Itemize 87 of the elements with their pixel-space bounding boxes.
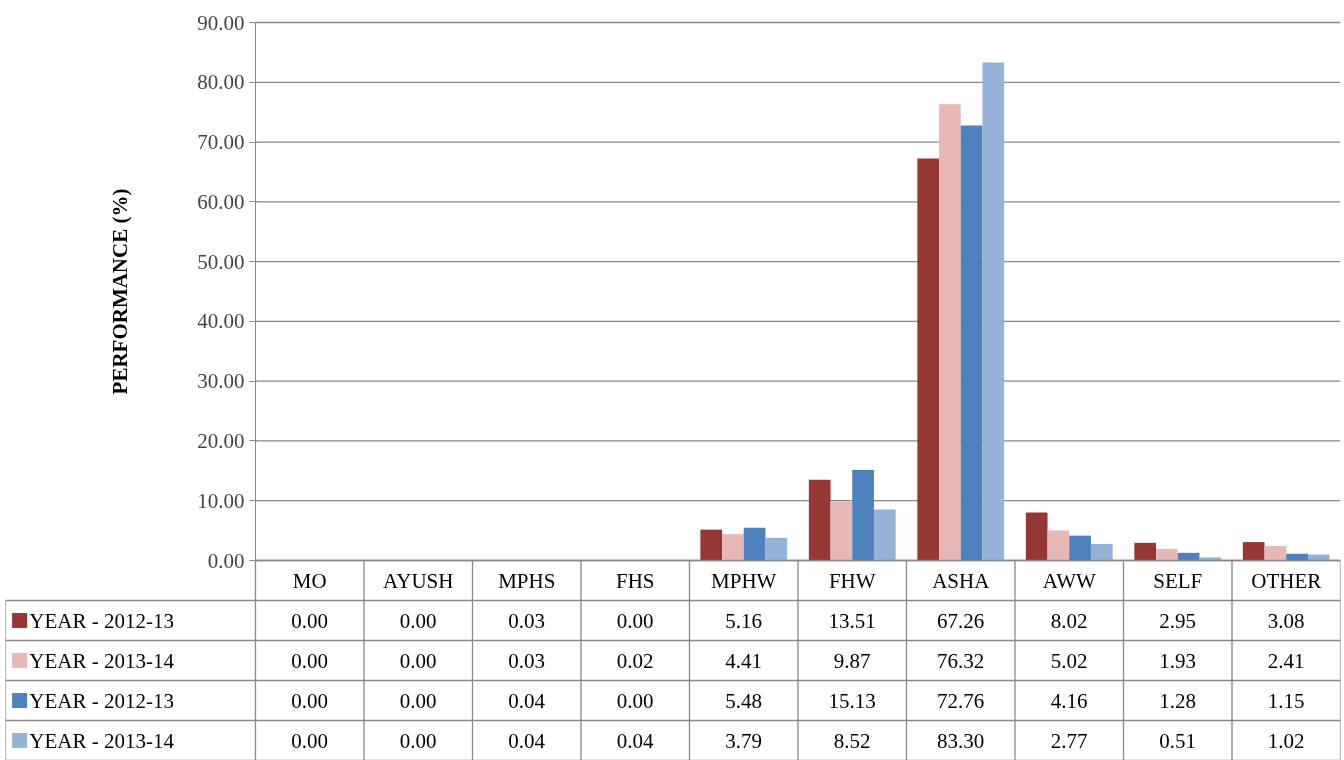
data-label: 4.41 xyxy=(725,648,763,673)
bar xyxy=(852,470,874,561)
bar xyxy=(1134,542,1157,561)
bar xyxy=(1156,548,1178,561)
legend-label: YEAR - 2013-14 xyxy=(29,728,175,753)
data-label: 0.00 xyxy=(291,648,329,673)
y-tick-label: 30.00 xyxy=(197,369,245,394)
data-label: 2.95 xyxy=(1159,608,1197,633)
data-label: 0.03 xyxy=(508,608,546,633)
data-label: 13.51 xyxy=(828,608,876,633)
bar xyxy=(1307,554,1330,561)
x-tick-label: FHW xyxy=(828,568,876,593)
bar xyxy=(700,529,723,561)
legend-label: YEAR - 2012-13 xyxy=(29,688,175,713)
legend-label: YEAR - 2013-14 xyxy=(29,648,175,673)
x-tick-label: ASHA xyxy=(932,568,991,593)
bar xyxy=(939,104,961,561)
y-tick-label: 20.00 xyxy=(197,428,245,453)
bar xyxy=(1090,543,1113,561)
bar xyxy=(917,158,940,561)
x-tick-label: FHS xyxy=(615,568,655,593)
data-label: 0.03 xyxy=(508,648,546,673)
bar xyxy=(1069,535,1091,561)
x-tick-label: AWW xyxy=(1042,568,1096,593)
bar xyxy=(1199,557,1222,561)
data-label: 2.77 xyxy=(1050,728,1088,753)
bar xyxy=(1264,546,1287,561)
bar xyxy=(960,125,983,561)
data-label: 0.00 xyxy=(399,648,437,673)
data-label: 0.04 xyxy=(616,728,655,753)
data-label: 76.32 xyxy=(937,648,985,673)
y-tick-label: 40.00 xyxy=(197,309,245,334)
x-tick-label: SELF xyxy=(1153,568,1203,593)
data-label: 3.08 xyxy=(1267,608,1305,633)
bar xyxy=(830,501,853,561)
bar xyxy=(722,534,744,561)
data-label: 0.04 xyxy=(508,728,546,753)
data-label: 2.41 xyxy=(1267,648,1305,673)
bar xyxy=(1025,512,1048,561)
data-label: 1.28 xyxy=(1159,688,1197,713)
x-tick-label: OTHER xyxy=(1251,568,1322,593)
bar xyxy=(1242,542,1265,561)
data-label: 9.87 xyxy=(833,648,871,673)
data-label: 1.02 xyxy=(1267,728,1305,753)
bar xyxy=(808,479,831,561)
x-tick-label: AYUSH xyxy=(383,568,454,593)
bar xyxy=(982,62,1005,561)
data-label: 5.02 xyxy=(1050,648,1088,673)
legend-label: YEAR - 2012-13 xyxy=(29,608,175,633)
data-label: 72.76 xyxy=(937,688,985,713)
bar xyxy=(873,509,896,561)
data-label: 1.93 xyxy=(1159,648,1197,673)
data-label: 0.00 xyxy=(291,688,329,713)
data-label: 0.02 xyxy=(616,648,654,673)
data-label: 5.48 xyxy=(725,688,763,713)
data-label: 0.00 xyxy=(291,608,329,633)
y-tick-label: 0.00 xyxy=(207,548,245,573)
y-tick-label: 50.00 xyxy=(197,249,245,274)
data-label: 83.30 xyxy=(937,728,985,753)
data-label: 0.04 xyxy=(508,688,546,713)
data-label: 0.00 xyxy=(616,608,654,633)
y-tick-label: 10.00 xyxy=(197,488,245,513)
bar xyxy=(743,527,766,561)
data-label: 0.00 xyxy=(616,688,654,713)
y-tick-label: 70.00 xyxy=(197,130,245,155)
y-tick-label: 90.00 xyxy=(197,10,245,35)
x-tick-label: MPHS xyxy=(498,568,556,593)
data-label: 0.00 xyxy=(399,608,437,633)
data-label: 67.26 xyxy=(937,608,985,633)
bar xyxy=(765,537,788,561)
data-label: 8.02 xyxy=(1050,608,1088,633)
data-label: 8.52 xyxy=(833,728,871,753)
data-label: 0.00 xyxy=(399,728,437,753)
data-label: 0.00 xyxy=(291,728,329,753)
y-tick-label: 80.00 xyxy=(197,70,245,95)
y-axis-title: PERFORMANCE (%) xyxy=(107,188,132,395)
y-tick-label: 60.00 xyxy=(197,189,245,214)
x-tick-label: MPHW xyxy=(711,568,777,593)
data-label: 15.13 xyxy=(828,688,876,713)
data-label: 0.51 xyxy=(1159,728,1197,753)
data-label: 3.79 xyxy=(725,728,763,753)
bar xyxy=(1047,530,1070,561)
data-label: 1.15 xyxy=(1267,688,1305,713)
x-tick-label: MO xyxy=(292,568,327,593)
data-label: 5.16 xyxy=(725,608,763,633)
data-label: 0.00 xyxy=(399,688,437,713)
data-label: 4.16 xyxy=(1050,688,1088,713)
